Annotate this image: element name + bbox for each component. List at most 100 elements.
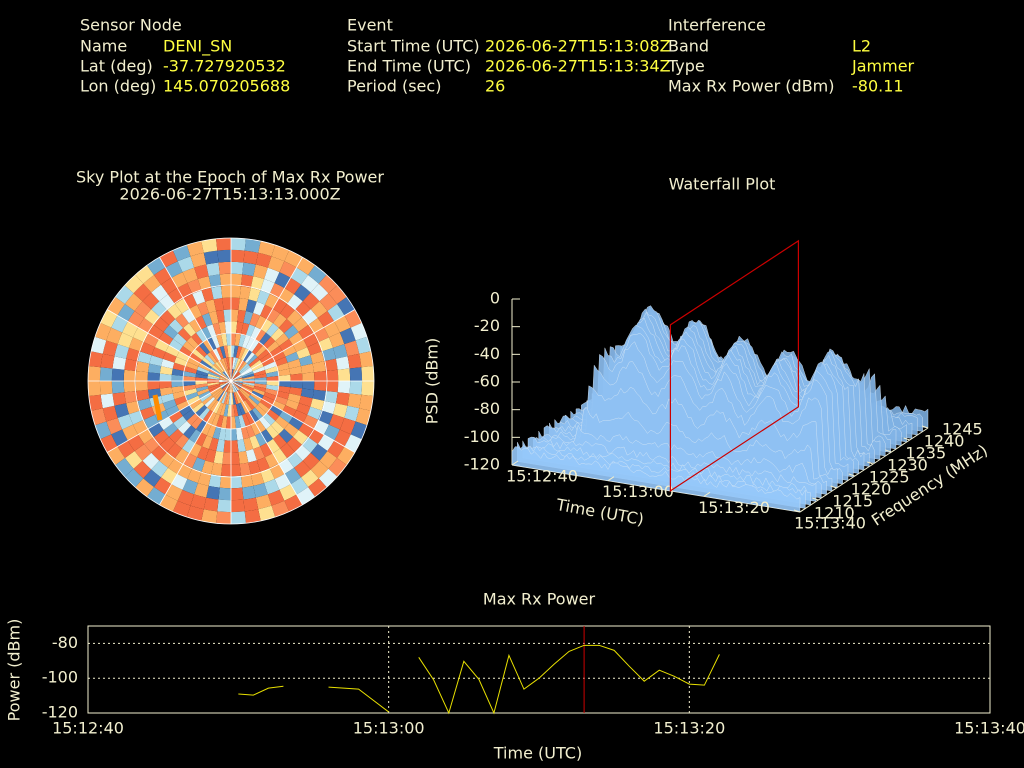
sky-cell	[292, 430, 309, 445]
z-tick-label: 0	[490, 289, 500, 308]
section-title: Sensor Node	[80, 16, 182, 35]
sky-cell	[186, 241, 204, 257]
sky-cell	[221, 373, 231, 381]
sky-cell	[88, 394, 103, 411]
sky-cell	[264, 293, 279, 309]
sky-cell	[238, 361, 247, 373]
sky-cell	[245, 324, 256, 338]
sky-cell	[202, 395, 214, 405]
sky-cell	[262, 336, 276, 350]
sky-cell	[290, 373, 303, 381]
sky-spoke	[106, 380, 232, 453]
sky-cell	[160, 277, 178, 295]
sky-cell	[186, 505, 204, 521]
sky-cell	[196, 388, 210, 396]
sky-cell	[151, 284, 168, 302]
sky-cell	[278, 381, 291, 388]
sky-cell	[114, 403, 129, 418]
sky-cell	[207, 383, 220, 389]
sky-cell	[186, 412, 200, 426]
sky-cell	[231, 285, 241, 299]
sky-cell	[238, 346, 246, 360]
z-tick-label: -60	[474, 372, 500, 391]
sky-cell	[107, 296, 125, 316]
sky-cell	[344, 340, 360, 357]
sky-cell	[198, 363, 211, 372]
sky-cell	[232, 392, 236, 405]
sky-cell	[94, 421, 112, 440]
sky-cell	[106, 417, 123, 435]
sky-cell	[302, 452, 320, 470]
sky-cell	[317, 310, 335, 328]
sky-cell	[245, 299, 257, 313]
sky-cell	[203, 250, 219, 265]
sky-cell	[201, 435, 213, 450]
sky-cell	[251, 363, 264, 372]
field-label: Max Rx Power (dBm)	[668, 77, 835, 96]
sky-cell	[200, 392, 212, 403]
sky-cell	[228, 392, 231, 405]
sky-cell	[195, 404, 208, 417]
x-tick	[799, 507, 807, 513]
sky-cell	[307, 342, 322, 356]
sky-cell	[182, 478, 198, 495]
sky-cell	[235, 346, 243, 359]
y-tick-label: 1220	[851, 480, 892, 499]
field-value: 2026-06-27T15:13:08Z	[485, 37, 671, 56]
sky-cell	[250, 326, 261, 340]
sky-cell	[176, 400, 190, 411]
sky-cell	[211, 413, 220, 427]
sky-cell	[231, 369, 234, 381]
sky-cell	[216, 402, 224, 416]
sky-cell	[298, 324, 314, 340]
sky-cell	[318, 274, 338, 294]
sky-cell	[310, 444, 328, 461]
sky-cell	[282, 345, 297, 357]
field-label: Type	[667, 57, 705, 76]
sky-cell	[224, 321, 231, 334]
sky-cell	[191, 332, 203, 346]
sky-cell	[308, 265, 327, 284]
sky-cell	[231, 261, 244, 275]
sky-cell	[238, 450, 249, 464]
sky-cell	[253, 301, 265, 316]
sky-cell	[223, 392, 229, 405]
sky-cell	[124, 390, 138, 404]
sky-cell	[266, 323, 279, 337]
sky-cell	[158, 331, 174, 346]
sky-cell	[239, 365, 251, 374]
x-tick-label: 15:13:40	[794, 514, 866, 533]
sky-cell	[221, 285, 231, 299]
sky-cell	[227, 404, 231, 417]
sky-cell	[302, 381, 315, 390]
sky-cell	[240, 386, 252, 396]
sky-cell	[261, 357, 275, 367]
sky-cell	[88, 366, 101, 381]
sky-cell	[248, 357, 260, 367]
sky-cell	[187, 468, 202, 484]
sky-cell	[256, 290, 270, 305]
sky-cell	[244, 238, 261, 253]
x-tick-label: 15:13:40	[954, 719, 1024, 738]
sky-cell	[210, 366, 222, 376]
sky-cell	[117, 414, 134, 430]
sky-cell	[148, 324, 164, 340]
sky-cell	[185, 361, 199, 370]
sky-cell	[216, 511, 231, 524]
sky-cell	[333, 403, 348, 418]
sky-cell	[246, 396, 258, 408]
sky-cell	[183, 384, 197, 391]
sky-cell	[117, 332, 134, 348]
sky-cell	[327, 303, 345, 322]
sky-cell	[201, 287, 214, 302]
sky-cell	[235, 391, 243, 403]
sky-cell	[238, 334, 246, 347]
sky-cell	[159, 381, 172, 389]
y-tick-label: -100	[42, 668, 78, 687]
y-tick	[903, 437, 910, 441]
y-tick-label: 1245	[942, 420, 983, 439]
sky-cell	[107, 446, 125, 466]
sky-cell	[272, 400, 286, 411]
sky-cell	[300, 363, 314, 374]
